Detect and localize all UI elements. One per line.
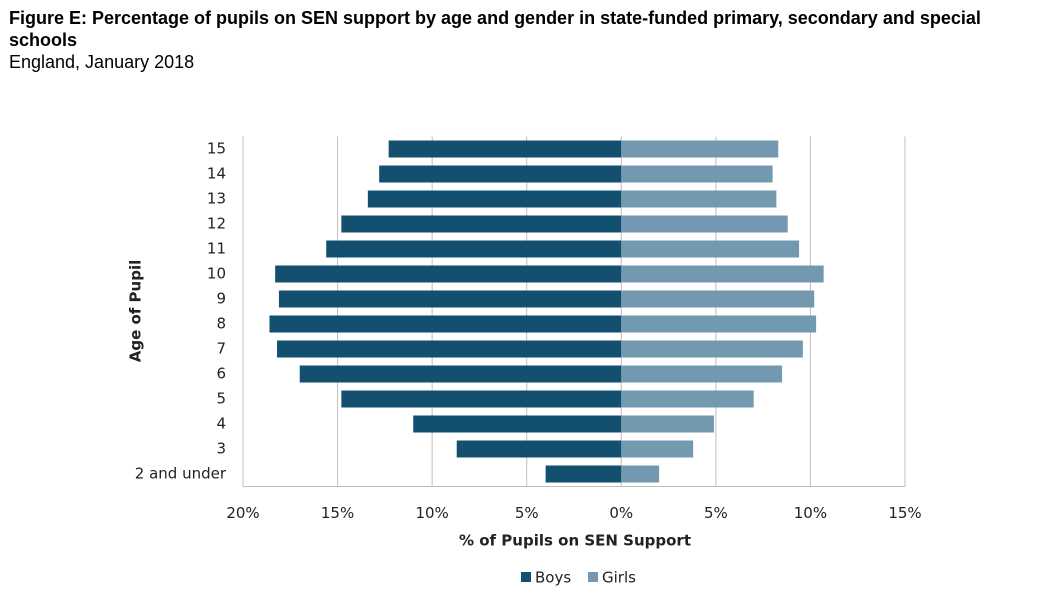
y-tick-label: 4 <box>216 415 226 433</box>
y-tick-label: 14 <box>207 165 226 183</box>
y-tick-label: 15 <box>207 140 226 158</box>
bar <box>341 215 622 233</box>
legend-label: Girls <box>602 569 636 587</box>
bar <box>388 140 622 158</box>
bar <box>621 365 783 383</box>
x-tick-label: 0% <box>609 504 633 522</box>
y-tick-label: 3 <box>216 440 226 458</box>
bar <box>621 440 694 458</box>
y-tick-label: 13 <box>207 190 226 208</box>
bar <box>621 215 788 233</box>
y-tick-label: 10 <box>207 265 226 283</box>
legend-swatch <box>521 572 531 582</box>
chart-subtitle: England, January 2018 <box>9 52 195 72</box>
x-tick-label: 15% <box>321 504 354 522</box>
bar <box>326 240 622 258</box>
bar <box>379 165 622 183</box>
bar <box>367 190 622 208</box>
y-tick-label: 9 <box>216 290 226 308</box>
bar <box>341 390 622 408</box>
bar <box>621 465 660 483</box>
y-tick-label: 6 <box>216 365 226 383</box>
x-tick-label: 20% <box>226 504 259 522</box>
x-tick-label: 5% <box>704 504 728 522</box>
bar <box>621 190 777 208</box>
bar <box>621 290 815 308</box>
legend-swatch <box>588 572 598 582</box>
x-tick-label: 5% <box>515 504 539 522</box>
bar <box>275 265 622 283</box>
y-axis-label: Age of Pupil <box>127 260 145 363</box>
bar <box>621 315 817 333</box>
bar <box>621 265 824 283</box>
x-axis-label: % of Pupils on SEN Support <box>459 532 691 550</box>
legend-label: Boys <box>535 569 571 587</box>
x-tick-label: 10% <box>415 504 448 522</box>
bar <box>277 340 622 358</box>
y-tick-label: 2 and under <box>135 465 227 483</box>
bar <box>456 440 622 458</box>
bar <box>269 315 622 333</box>
bar <box>545 465 622 483</box>
bar <box>621 340 803 358</box>
bar <box>299 365 622 383</box>
y-tick-label: 8 <box>216 315 226 333</box>
bar <box>278 290 622 308</box>
y-tick-label: 7 <box>216 340 226 358</box>
bar <box>621 140 779 158</box>
y-tick-label: 12 <box>207 215 226 233</box>
bar <box>413 415 622 433</box>
y-tick-label: 11 <box>207 240 226 258</box>
bar <box>621 240 800 258</box>
y-tick-label: 5 <box>216 390 226 408</box>
x-tick-label: 15% <box>888 504 921 522</box>
bar <box>621 165 773 183</box>
bar <box>621 390 754 408</box>
bar <box>621 415 714 433</box>
x-tick-label: 10% <box>794 504 827 522</box>
chart-title: Figure E: Percentage of pupils on SEN su… <box>9 8 981 50</box>
